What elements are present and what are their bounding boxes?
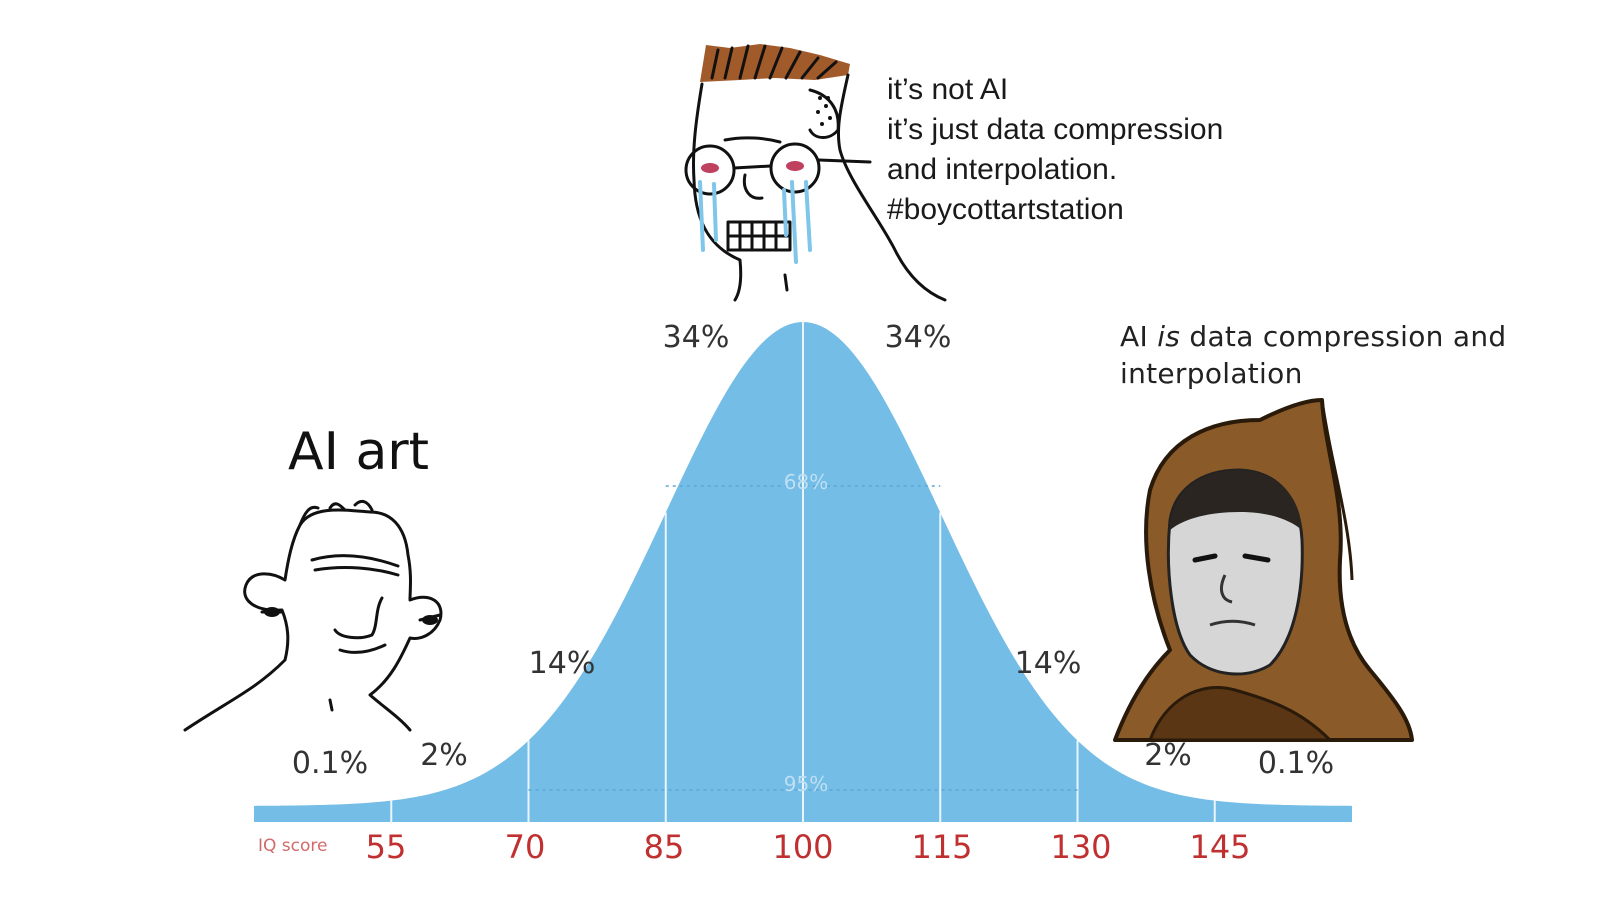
left-caption: AI art [288, 422, 430, 482]
right-caption-prefix: AI [1120, 320, 1158, 353]
axis-label: IQ score [258, 836, 328, 856]
tick-label: 70 [504, 828, 546, 866]
middle-caption-line: it’s not AI [887, 73, 1009, 106]
band-label: 34% [662, 320, 730, 355]
inner-label: 95% [783, 772, 829, 796]
middle-caption: it’s not AI it’s just data compression a… [887, 70, 1223, 230]
tick-label: 55 [365, 828, 407, 866]
right-caption: AI is data compression and interpolation [1120, 318, 1506, 392]
band-label: 2% [1144, 738, 1192, 773]
tick-label: 145 [1189, 828, 1251, 866]
right-caption-line1: AI is data compression and [1120, 318, 1506, 355]
right-caption-emphasis: is [1157, 320, 1181, 353]
middle-caption-line: and interpolation. [887, 153, 1118, 186]
band-label: 14% [1014, 646, 1082, 681]
band-label: 14% [528, 646, 596, 681]
middle-caption-line: #boycottartstation [887, 193, 1124, 226]
right-caption-line2: interpolation [1120, 357, 1303, 390]
band-label: 0.1% [291, 746, 369, 781]
tick-label: 100 [772, 828, 834, 866]
band-label: 34% [884, 320, 952, 355]
band-label: 2% [420, 738, 468, 773]
tick-label: 130 [1050, 828, 1112, 866]
tick-label: 85 [643, 828, 685, 866]
tick-label: 115 [911, 828, 973, 866]
right-caption-suffix: data compression and [1180, 320, 1507, 353]
band-label: 0.1% [1257, 746, 1335, 781]
middle-caption-line: it’s just data compression [887, 113, 1224, 146]
inner-label: 68% [783, 470, 829, 494]
